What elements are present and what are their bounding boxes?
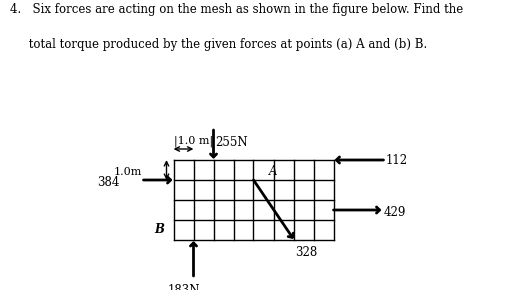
- Text: 328: 328: [296, 246, 318, 259]
- Text: 112: 112: [386, 155, 407, 168]
- Text: 183N: 183N: [168, 284, 200, 290]
- Text: A: A: [269, 165, 278, 178]
- Text: B: B: [155, 223, 164, 236]
- Text: 429: 429: [384, 206, 406, 218]
- Text: total torque produced by the given forces at points (a) A and (b) B.: total torque produced by the given force…: [10, 38, 428, 51]
- Text: 384: 384: [97, 175, 119, 188]
- Text: 255N: 255N: [216, 136, 248, 149]
- Text: |1.0 m|: |1.0 m|: [175, 135, 214, 147]
- Text: 4.   Six forces are acting on the mesh as shown in the figure below. Find the: 4. Six forces are acting on the mesh as …: [10, 3, 464, 16]
- Text: 1.0m: 1.0m: [114, 167, 143, 177]
